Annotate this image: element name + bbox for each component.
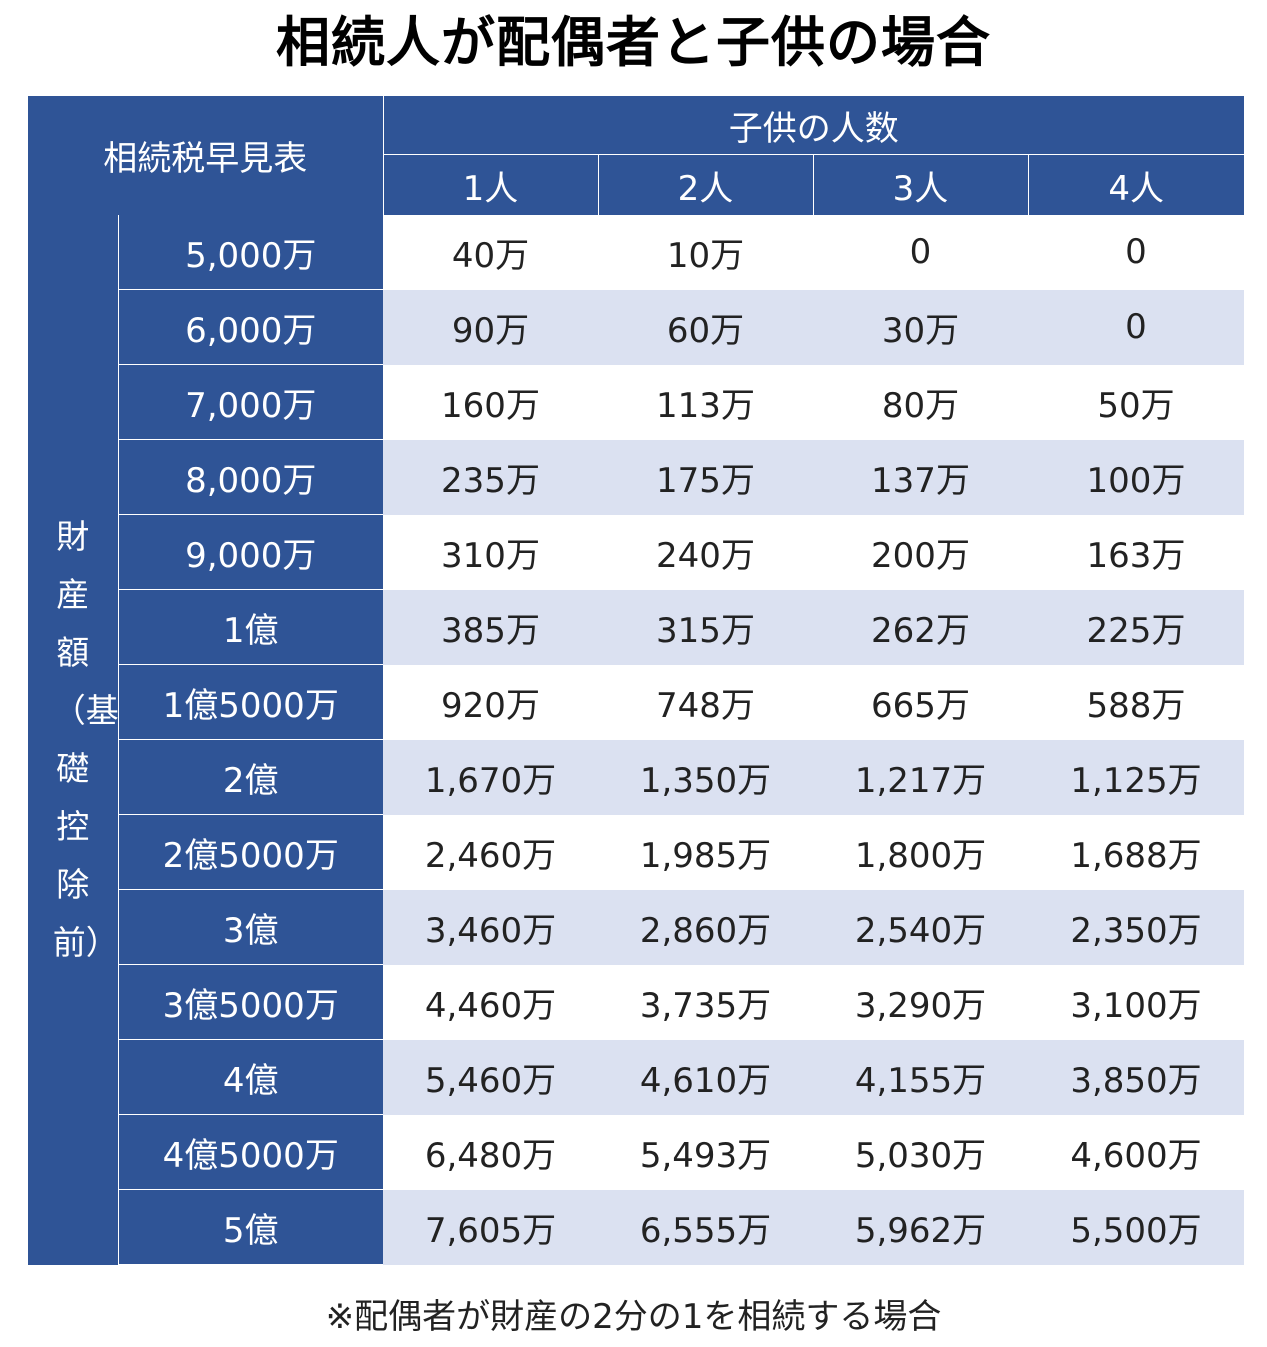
tax-amount-cell: 1,125万: [1028, 739, 1244, 815]
tax-amount-cell: 6,555万: [598, 1189, 813, 1265]
tax-amount-cell: 225万: [1028, 589, 1244, 665]
tax-amount-cell: 1,800万: [813, 814, 1028, 890]
tax-amount-cell: 588万: [1028, 664, 1244, 740]
tax-amount-cell: 262万: [813, 589, 1028, 665]
asset-amount-row-label: 1億5000万: [118, 664, 383, 740]
tax-amount-cell: 240万: [598, 514, 813, 590]
tax-amount-cell: 4,460万: [383, 964, 598, 1040]
tax-amount-cell: 5,493万: [598, 1114, 813, 1190]
asset-amount-row-label: 5億: [118, 1189, 383, 1265]
child-count-header: 2人: [597, 154, 813, 215]
tax-amount-cell: 4,610万: [598, 1039, 813, 1115]
tax-amount-cell: 4,155万: [813, 1039, 1028, 1115]
asset-amount-row-label: 7,000万: [118, 364, 383, 440]
tax-amount-cell: 163万: [1028, 514, 1244, 590]
tax-amount-cell: 315万: [598, 589, 813, 665]
table-row: 1億 385万 315万 262万 225万: [28, 589, 1244, 665]
asset-amount-row-label: 2億5000万: [118, 814, 383, 890]
tax-amount-cell: 3,850万: [1028, 1039, 1244, 1115]
table-row: 3億5000万 4,460万 3,735万 3,290万 3,100万: [28, 964, 1244, 1040]
tax-amount-cell: 310万: [383, 514, 598, 590]
table-row: 1億5000万 920万 748万 665万 588万: [28, 664, 1244, 740]
tax-amount-cell: 6,480万: [383, 1114, 598, 1190]
asset-amount-row-label: 1億: [118, 589, 383, 665]
tax-amount-cell: 385万: [383, 589, 598, 665]
table-row: 2億5000万 2,460万 1,985万 1,800万 1,688万: [28, 814, 1244, 890]
asset-amount-row-label: 9,000万: [118, 514, 383, 590]
tax-amount-cell: 2,350万: [1028, 889, 1244, 965]
table-row: 9,000万 310万 240万 200万 163万: [28, 514, 1244, 590]
tax-amount-cell: 113万: [598, 364, 813, 440]
child-count-header: 4人: [1027, 154, 1244, 215]
table-row: 3億 3,460万 2,860万 2,540万 2,350万: [28, 889, 1244, 965]
table-body: 財産額（基礎控除前） 5,000万 40万 10万 0 0 6,000万 90万 60万 30万 0…: [28, 215, 1244, 1265]
child-count-group-header: 子供の人数: [383, 96, 1244, 155]
tax-amount-cell: 665万: [813, 664, 1028, 740]
tax-amount-cell: 2,860万: [598, 889, 813, 965]
table-row: 7,000万 160万 113万 80万 50万: [28, 364, 1244, 440]
child-count-header: 3人: [812, 154, 1028, 215]
tax-amount-cell: 100万: [1028, 439, 1244, 515]
asset-amount-row-label: 3億5000万: [118, 964, 383, 1040]
tax-amount-cell: 50万: [1028, 364, 1244, 440]
tax-amount-cell: 175万: [598, 439, 813, 515]
child-count-header: 1人: [383, 154, 598, 215]
tax-amount-cell: 10万: [598, 215, 813, 290]
tax-amount-cell: 3,100万: [1028, 964, 1244, 1040]
inheritance-tax-table: 相続税早見表 子供の人数 1人 2人 3人 4人 財産額（基礎控除前） 5,000…: [28, 96, 1244, 1265]
asset-amount-row-label: 6,000万: [118, 289, 383, 365]
table-row: 4億5000万 6,480万 5,493万 5,030万 4,600万: [28, 1114, 1244, 1190]
tax-amount-cell: 0: [813, 215, 1028, 290]
tax-amount-cell: 3,290万: [813, 964, 1028, 1040]
asset-amount-row-label: 2億: [118, 739, 383, 815]
footnote: ※配偶者が財産の2分の1を相続する場合: [325, 1297, 942, 1337]
table-row: 5億 7,605万 6,555万 5,962万 5,500万: [28, 1189, 1244, 1265]
tax-amount-cell: 160万: [383, 364, 598, 440]
table-row: 2億 1,670万 1,350万 1,217万 1,125万: [28, 739, 1244, 815]
asset-amount-row-label: 8,000万: [118, 439, 383, 515]
tax-amount-cell: 40万: [383, 215, 598, 290]
asset-amount-row-label: 4億5000万: [118, 1114, 383, 1190]
tax-amount-cell: 4,600万: [1028, 1114, 1244, 1190]
tax-amount-cell: 5,962万: [813, 1189, 1028, 1265]
tax-amount-cell: 137万: [813, 439, 1028, 515]
table-row: 財産額（基礎控除前） 5,000万 40万 10万 0 0: [28, 215, 1244, 1265]
table-row: 8,000万 235万 175万 137万 100万: [28, 439, 1244, 515]
table-corner-label: 相続税早見表: [28, 96, 384, 215]
asset-amount-row-label: 4億: [118, 1039, 383, 1115]
tax-amount-cell: 1,688万: [1028, 814, 1244, 890]
tax-amount-cell: 60万: [598, 289, 813, 365]
tax-amount-cell: 7,605万: [383, 1189, 598, 1265]
page-title: 相続人が配偶者と子供の場合: [276, 11, 991, 74]
tax-amount-cell: 2,460万: [383, 814, 598, 890]
tax-amount-cell: 200万: [813, 514, 1028, 590]
tax-amount-cell: 80万: [813, 364, 1028, 440]
tax-amount-cell: 1,217万: [813, 739, 1028, 815]
tax-amount-cell: 30万: [813, 289, 1028, 365]
tax-amount-cell: 3,735万: [598, 964, 813, 1040]
tax-amount-cell: 0: [1028, 215, 1244, 290]
tax-amount-cell: 5,460万: [383, 1039, 598, 1115]
tax-amount-cell: 90万: [383, 289, 598, 365]
tax-amount-cell: 235万: [383, 439, 598, 515]
asset-amount-side-label: 財産額（基礎控除前）: [28, 215, 119, 1265]
side-label-text: 財産額（基礎控除前）: [52, 516, 119, 962]
tax-amount-cell: 5,030万: [813, 1114, 1028, 1190]
tax-amount-cell: 1,985万: [598, 814, 813, 890]
tax-amount-cell: 748万: [598, 664, 813, 740]
tax-amount-cell: 0: [1028, 289, 1244, 365]
tax-amount-cell: 1,670万: [383, 739, 598, 815]
asset-amount-row-label: 3億: [118, 889, 383, 965]
tax-amount-cell: 5,500万: [1028, 1189, 1244, 1265]
tax-amount-cell: 1,350万: [598, 739, 813, 815]
tax-amount-cell: 920万: [383, 664, 598, 740]
tax-amount-cell: 3,460万: [383, 889, 598, 965]
tax-amount-cell: 2,540万: [813, 889, 1028, 965]
table-row: 4億 5,460万 4,610万 4,155万 3,850万: [28, 1039, 1244, 1115]
table-row: 6,000万 90万 60万 30万 0: [28, 289, 1244, 365]
asset-amount-row-label: 5,000万: [118, 215, 383, 290]
